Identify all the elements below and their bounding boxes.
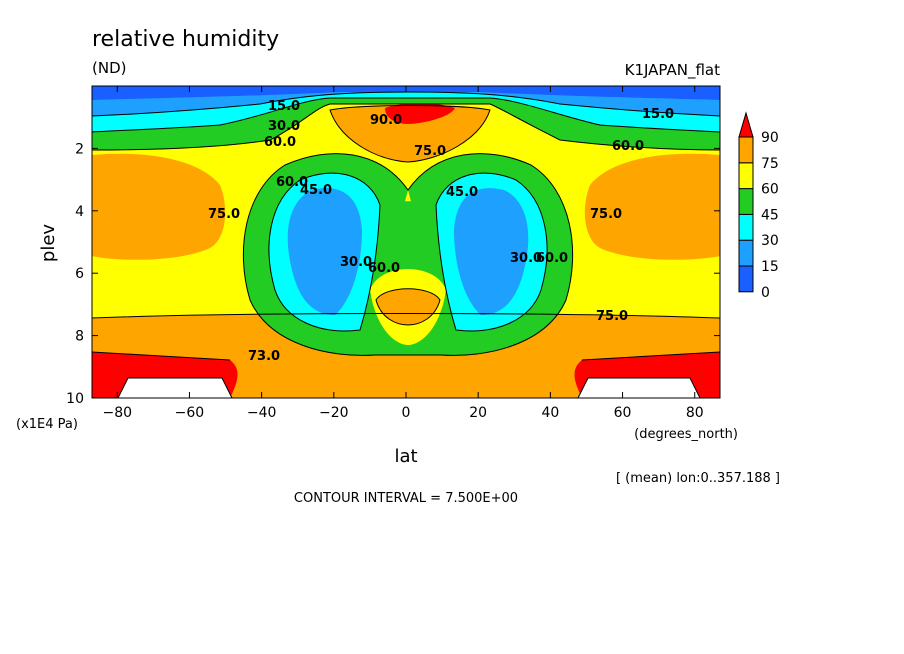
contour-label: 75.0 [596, 309, 628, 324]
y-tick-label: 10 [66, 391, 84, 407]
contour-label: 30.0 [340, 255, 372, 270]
contour-label: 15.0 [268, 99, 300, 114]
colorbar-arrow [738, 111, 754, 138]
contour-label: 45.0 [446, 185, 478, 200]
x-axis: −80 −60 −40 −20 0 20 40 60 80 [102, 86, 704, 421]
colorbar-swatch [738, 213, 754, 241]
contour-label: 75.0 [590, 207, 622, 222]
contour-label: 60.0 [536, 251, 568, 266]
contour-labels: 15.0 30.0 60.0 90.0 75.0 15.0 60.0 60.0 … [208, 99, 674, 364]
colorbar-label: 15 [761, 259, 779, 275]
x-axis-units: (degrees_north) [634, 427, 738, 442]
x-axis-title: lat [394, 446, 417, 467]
contour-interval-note: CONTOUR INTERVAL = 7.500E+00 [294, 491, 518, 506]
y-axis: 2 4 6 8 10 [66, 141, 720, 407]
contour-label: 75.0 [414, 144, 446, 159]
colorbar-label: 0 [761, 285, 770, 301]
x-tick-label: 40 [541, 405, 559, 421]
y-axis-title: plev [38, 224, 59, 263]
x-tick-label: 60 [614, 405, 632, 421]
chart-subtitle: (ND) [92, 59, 126, 77]
contour-label: 30.0 [268, 119, 300, 134]
x-tick-label: −40 [247, 405, 277, 421]
colorbar-swatch [738, 265, 754, 293]
contour-label: 30.0 [510, 251, 542, 266]
colorbar-swatch [738, 239, 754, 267]
x-tick-label: −20 [319, 405, 349, 421]
x-tick-label: 0 [402, 405, 411, 421]
contour-label: 75.0 [208, 207, 240, 222]
contour-label: 73.0 [248, 349, 280, 364]
contour-label: 45.0 [300, 183, 332, 198]
colorbar-swatch [738, 162, 754, 190]
x-tick-label: −60 [175, 405, 205, 421]
contour-label: 15.0 [642, 107, 674, 122]
colorbar-label: 45 [761, 207, 779, 223]
contour-fill [92, 86, 720, 398]
chart-title: relative humidity [92, 27, 279, 52]
y-tick-label: 8 [75, 329, 84, 345]
experiment-label: K1JAPAN_flat [625, 61, 721, 80]
y-tick-label: 2 [75, 141, 84, 157]
colorbar-label: 75 [761, 156, 779, 172]
contour-label: 90.0 [370, 113, 402, 128]
colorbar-swatch [738, 136, 754, 164]
colorbar-label: 60 [761, 182, 779, 198]
contour-label: 60.0 [264, 135, 296, 150]
colorbar: 0 15 30 45 60 75 90 [738, 111, 779, 301]
y-tick-label: 4 [75, 204, 84, 220]
x-tick-label: 20 [469, 405, 487, 421]
colorbar-swatch [738, 188, 754, 215]
x-tick-label: −80 [102, 405, 132, 421]
contour-label: 60.0 [276, 175, 308, 190]
contour-label: 60.0 [368, 261, 400, 276]
x-tick-label: 80 [686, 405, 704, 421]
y-axis-units: (x1E4 Pa) [16, 417, 78, 432]
contour-label: 60.0 [612, 139, 644, 154]
averaging-note: [ (mean) lon:0..357.188 ] [616, 471, 780, 486]
y-tick-label: 6 [75, 266, 84, 282]
colorbar-label: 90 [761, 130, 779, 146]
colorbar-label: 30 [761, 233, 779, 249]
